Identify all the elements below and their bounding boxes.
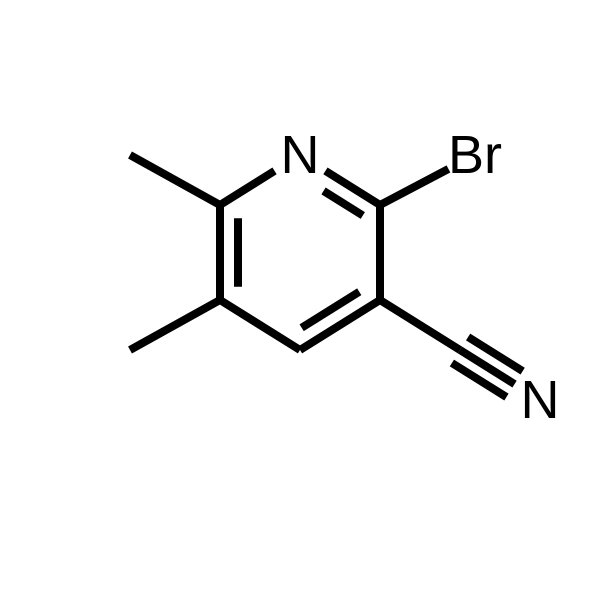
bond-line — [380, 300, 460, 350]
bond-line — [460, 350, 515, 384]
atom-label-n_cn: N — [521, 370, 560, 430]
bond-line — [452, 363, 507, 397]
bond-line — [130, 155, 220, 205]
bond-line — [380, 169, 448, 205]
atom-label-br: Br — [448, 125, 502, 185]
bond-line — [468, 337, 523, 371]
molecule-diagram: N Br N — [0, 0, 600, 600]
bond-line — [130, 300, 220, 350]
bond-line — [220, 300, 300, 350]
bond-line — [220, 171, 275, 205]
atom-label-n_ring: N — [281, 125, 320, 185]
